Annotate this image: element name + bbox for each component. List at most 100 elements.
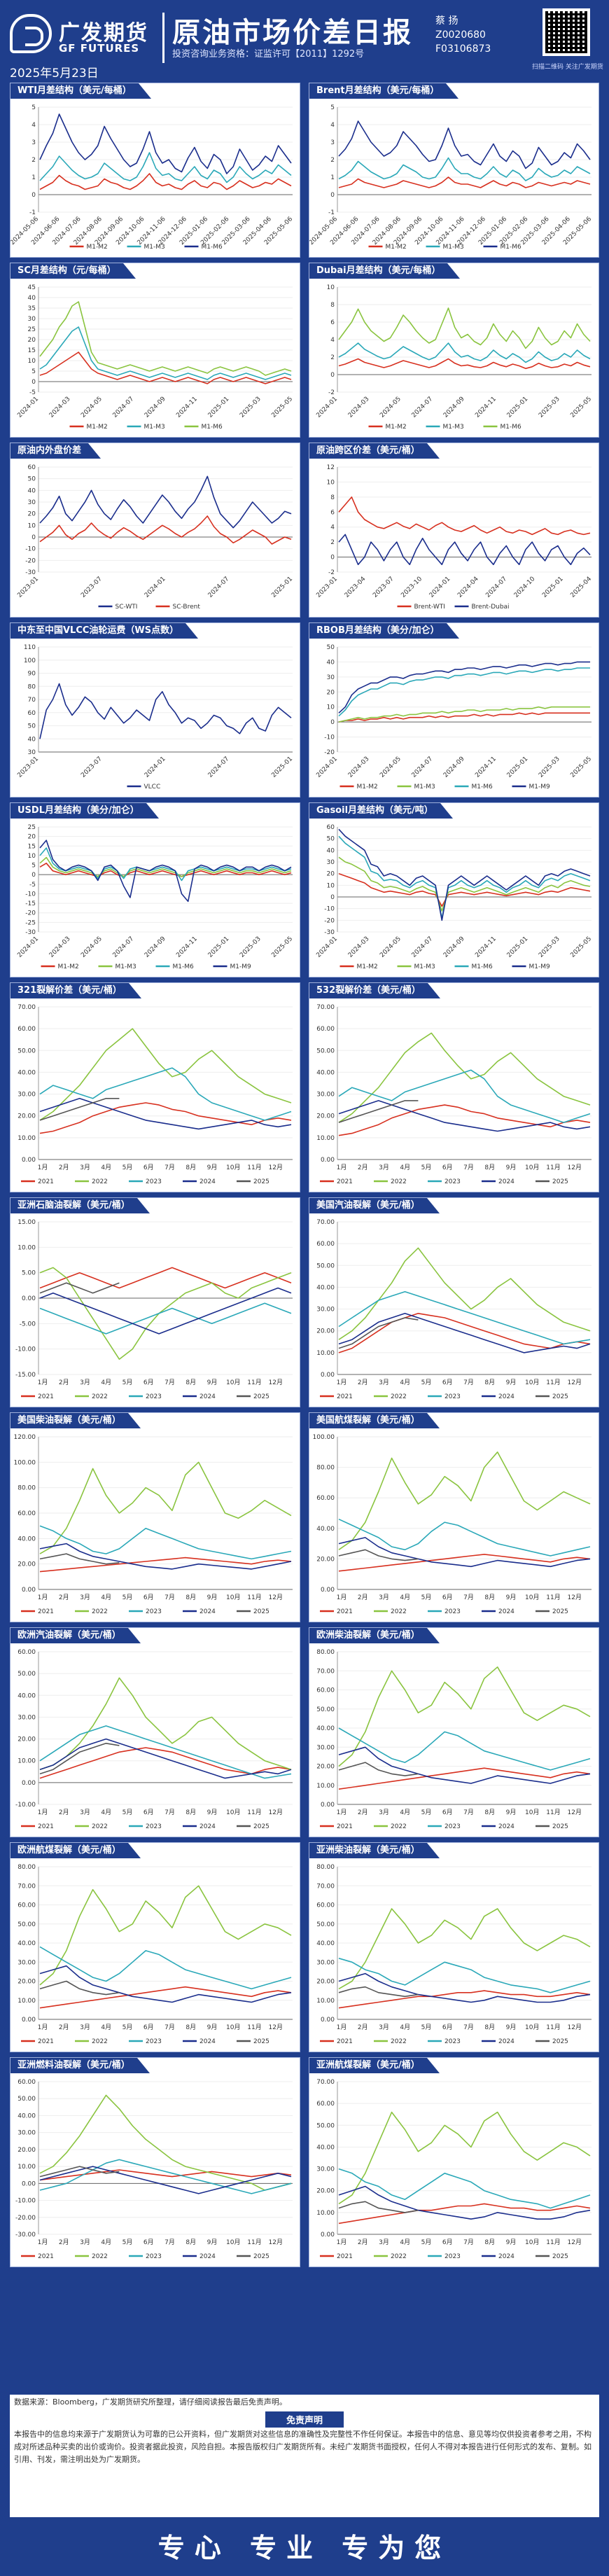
y-tick-label: 2: [330, 157, 335, 164]
x-tick-label: 11月: [247, 1594, 261, 1601]
chart-svg-inner: -30 -20 -10 0 10 20 30 40 50 60 2023-01 2023-07 2024…: [16, 464, 294, 611]
y-tick-label: 0: [330, 555, 335, 562]
series-line-2025: [338, 2201, 419, 2213]
x-tick-label: 2024-03: [347, 756, 371, 779]
series-line-M1-M9: [338, 661, 590, 713]
legend-label: 2024: [498, 1393, 514, 1400]
legend-label: 2021: [337, 2038, 353, 2045]
x-tick-label: 2月: [59, 1379, 69, 1386]
x-tick-label: 11月: [247, 2024, 261, 2031]
analyst-info: 蔡 扬 Z0020680 F03106873: [435, 14, 491, 56]
chart-panel-eu_jet: 0.00 10.00 20.00 30.00 40.00 50.00 60.00 70.00 8…: [10, 1842, 300, 2052]
x-tick-label: 7月: [463, 2239, 474, 2246]
x-tick-label: 4月: [400, 1594, 410, 1601]
y-tick-label: 0: [330, 894, 335, 901]
x-tick-label: 10月: [525, 1809, 539, 1816]
x-tick-label: 2月: [358, 1594, 368, 1601]
y-tick-label: 50.00: [316, 2122, 335, 2129]
logo-mark-icon: [10, 14, 52, 53]
y-tick-label: 60: [327, 824, 335, 831]
series-line-M1-M6: [39, 113, 292, 174]
legend-label: 2022: [391, 1393, 407, 1400]
x-tick-label: 9月: [207, 1379, 218, 1386]
x-tick-label: 10月: [226, 2239, 240, 2246]
series-line-2023: [338, 1290, 591, 1345]
x-tick-label: 8月: [186, 1164, 196, 1171]
report-date: 2025年5月23日: [10, 67, 99, 81]
legend-label: 2021: [38, 1393, 54, 1400]
x-tick-label: 2024-07: [411, 396, 435, 419]
series-line-2021: [338, 2203, 591, 2225]
x-tick-label: 2023-07: [80, 756, 104, 779]
y-tick-label: -20: [25, 557, 36, 564]
disclaimer-text: 本报告中的信息均来源于广发期货认为可靠的已公开资料，但广发期货对这些信息的准确性…: [14, 2430, 592, 2464]
y-tick-label: 60.00: [316, 2101, 335, 2108]
x-tick-label: 2024-07: [207, 756, 231, 779]
x-tick-label: 2月: [358, 1809, 368, 1816]
y-tick-label: 0.00: [321, 1587, 335, 1594]
x-tick-label: 9月: [506, 1594, 517, 1601]
series-line-2023: [338, 1958, 591, 1993]
y-tick-label: 10: [327, 882, 335, 889]
y-tick-label: 0.00: [22, 1780, 36, 1787]
series-line-2021: [39, 1557, 292, 1573]
series-line-2023: [39, 1302, 292, 1335]
x-tick-label: 2023-01: [315, 576, 339, 599]
chart-panel-us_diesel: 0.00 20.00 40.00 60.00 80.00 100.00 120.00 1月 2月…: [10, 1412, 300, 1622]
legend-label: 2022: [391, 2253, 407, 2260]
y-tick-label: 20.00: [316, 1764, 335, 1771]
y-tick-label: 70.00: [18, 1004, 36, 1011]
x-tick-label: 2024-07: [207, 576, 231, 599]
legend-label: M1-M3: [414, 784, 435, 791]
y-tick-label: -1: [29, 209, 36, 216]
x-tick-label: 3月: [80, 1164, 90, 1171]
x-tick-label: 2024-01: [315, 756, 339, 779]
x-tick-label: 12月: [269, 1379, 283, 1386]
series-line-2021: [39, 2169, 292, 2181]
x-tick-label: 5月: [421, 1809, 432, 1816]
chart-svg-vlcc: 30 40 50 60 70 80 90 100 110 2023-01 2023-07 2024-0…: [16, 644, 294, 791]
y-tick-label: 50.00: [18, 2096, 36, 2103]
x-tick-label: 8月: [484, 1379, 495, 1386]
chart-panel-inner: -30 -20 -10 0 10 20 30 40 50 60 2023-01 2023-07 2024…: [10, 443, 300, 618]
x-tick-label: 5月: [122, 2239, 133, 2246]
disclaimer-title: 免责声明: [265, 2411, 344, 2428]
chart-svg-brent: -10123452024-05-062024-06-062024-07-0620…: [309, 104, 593, 251]
x-tick-label: 10月: [226, 1809, 240, 1816]
legend-label: 2022: [391, 1608, 407, 1615]
x-tick-label: 11月: [247, 1164, 261, 1171]
x-tick-label: 6月: [442, 1594, 453, 1601]
series-line-M1-M3: [338, 706, 590, 723]
qr-code-icon[interactable]: [542, 8, 590, 56]
x-tick-label: 2024-05: [379, 756, 402, 779]
y-tick-label: 0: [330, 372, 335, 379]
x-tick-label: 1月: [38, 2024, 48, 2031]
legend-label: M1-M3: [443, 424, 464, 431]
legend-label: 2023: [444, 1608, 461, 1615]
legend-label: 2024: [200, 2253, 216, 2260]
x-tick-label: 2025-03: [239, 396, 262, 419]
x-tick-label: 5月: [122, 1809, 133, 1816]
y-tick-label: 50.00: [18, 1671, 36, 1678]
chart-panel-gasoil: -30 -20 -10 0 10 20 30 40 50 60 2024-01 2024-03 2024…: [309, 802, 599, 977]
y-tick-label: 40: [327, 659, 335, 666]
legend-label: 2025: [552, 1823, 568, 1830]
chart-panel-eu_gasoline: -10.00 0.00 10.00 20.00 30.00 40.00 50.00 60.00…: [10, 1627, 300, 1837]
chart-grid: -1 0 1 2 3 4 5 2024-05-06 2024-06-06 2024-07-06 20…: [10, 83, 599, 2391]
legend-label: 2024: [200, 1393, 216, 1400]
x-tick-label: 7月: [164, 2024, 175, 2031]
y-tick-label: 60.00: [18, 1510, 36, 1517]
x-tick-label: 7月: [164, 1594, 175, 1601]
y-tick-label: 70.00: [316, 1219, 335, 1226]
x-tick-label: 11月: [247, 1379, 261, 1386]
chart-panel-asia_jet: 0.00 10.00 20.00 30.00 40.00 50.00 60.00 70.00 1…: [309, 2057, 599, 2267]
chart-panel-sc: -5 0 5 10 15 20 25 30 35 40 45 2024-01 2024-03 2024-0…: [10, 263, 300, 438]
x-tick-label: 3月: [379, 1379, 389, 1386]
y-tick-label: 15.00: [18, 1219, 36, 1226]
y-tick-label: 30: [28, 316, 36, 323]
x-tick-label: 10月: [525, 2024, 539, 2031]
y-tick-label: 15: [28, 843, 36, 850]
x-tick-label: 9月: [207, 1809, 218, 1816]
legend-label: 2023: [444, 1178, 461, 1185]
chart-svg-asia_jet: 0.00 10.00 20.00 30.00 40.00 50.00 60.00 70.00 1…: [316, 2079, 592, 2260]
